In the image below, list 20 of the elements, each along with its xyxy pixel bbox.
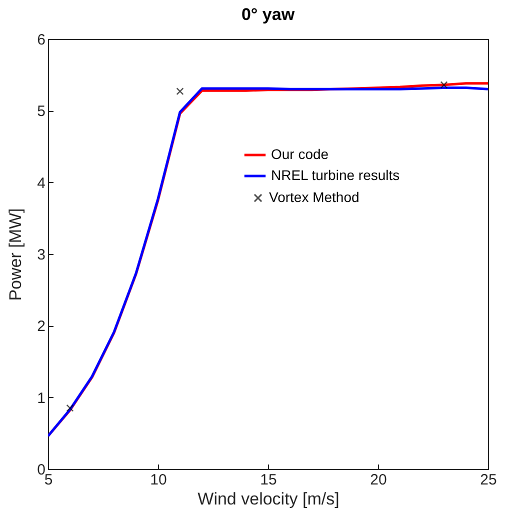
y-tick-label: 0 [37, 462, 46, 478]
y-tick-label: 2 [37, 318, 46, 336]
legend-label: Vortex Method [269, 189, 360, 205]
y-tick-label: 3 [37, 246, 46, 264]
x-tick-label: 25 [480, 472, 497, 488]
x-axis-title: Wind velocity [m/s] [198, 490, 340, 508]
point [176, 88, 184, 96]
legend-label: Our code [271, 146, 329, 162]
x-tick-label: 10 [150, 472, 167, 488]
point [66, 404, 74, 412]
legend-label: NREL turbine results [271, 167, 400, 183]
x-tick-label: 15 [260, 472, 277, 488]
y-tick-label: 4 [37, 174, 46, 192]
y-tick-label: 6 [37, 32, 46, 48]
point [440, 81, 448, 89]
y-tick-label: 5 [37, 103, 46, 120]
x-tick-label: 20 [370, 472, 387, 488]
y-tick-label: 1 [37, 390, 46, 407]
y-axis-title: Power [MW] [6, 208, 26, 301]
chart-title: 0° yaw [241, 5, 296, 24]
